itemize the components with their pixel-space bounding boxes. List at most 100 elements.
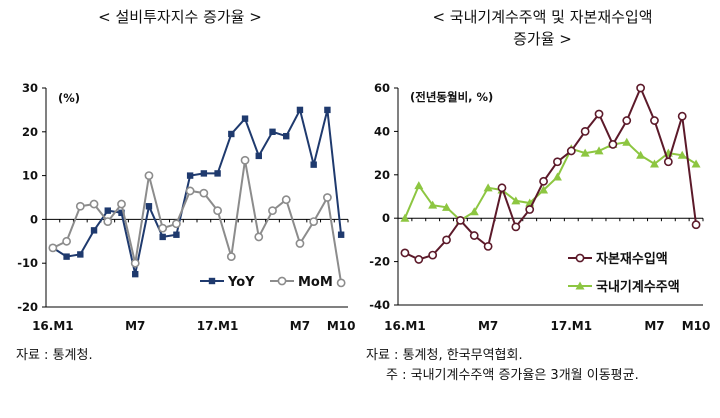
- data-point: [622, 116, 632, 125]
- left-chart: -20 -10 0 10 20 30 16.M1 M7 17.M1 M7 M10 (%) YoY MoM: [17, 81, 355, 333]
- data-point: [649, 159, 659, 168]
- data-point: [539, 176, 548, 186]
- data-point: [442, 235, 451, 245]
- x-tick-label: M7: [290, 319, 310, 333]
- x-tick-label: M10: [682, 319, 711, 333]
- data-point: [469, 207, 479, 216]
- data-point: [400, 248, 410, 258]
- data-point: [159, 233, 166, 241]
- data-point: [130, 258, 140, 268]
- data-point: [144, 171, 154, 180]
- data-point: [48, 243, 58, 253]
- data-point: [566, 146, 576, 156]
- series-line: [52, 160, 343, 284]
- legend-swatch-marker: [575, 281, 585, 290]
- x-tick-label: M7: [125, 319, 145, 333]
- data-point: [89, 199, 99, 209]
- legend-label: YoY: [227, 275, 255, 290]
- y-tick-label: 10: [22, 169, 38, 183]
- data-point: [62, 236, 71, 246]
- x-tick-label: M10: [327, 319, 356, 333]
- data-point: [483, 242, 493, 251]
- data-point: [580, 148, 590, 157]
- data-point: [200, 170, 208, 177]
- data-point: [255, 152, 262, 160]
- legend-swatch-marker: [575, 253, 585, 263]
- data-point: [104, 207, 111, 214]
- data-point: [295, 239, 305, 248]
- data-point: [636, 150, 646, 159]
- data-point: [90, 227, 98, 234]
- right-footnote: 주 : 국내기계수주액 증가율은 3개월 이동평균.: [386, 368, 639, 383]
- data-point: [199, 188, 209, 198]
- x-tick-label: 16.M1: [384, 319, 426, 333]
- data-point: [414, 181, 424, 190]
- unit-label: (%): [58, 91, 80, 105]
- data-point: [428, 250, 438, 260]
- left-source-note: 자료 : 통계청.: [16, 348, 93, 363]
- data-point: [594, 146, 604, 155]
- y-tick-label: 0: [30, 212, 38, 226]
- data-point: [497, 183, 507, 193]
- series-line: [404, 85, 698, 261]
- data-point: [414, 255, 424, 264]
- data-point: [525, 205, 535, 214]
- y-tick-label: -20: [369, 255, 390, 269]
- data-point: [677, 111, 687, 121]
- data-point: [511, 196, 521, 205]
- data-point: [145, 203, 153, 210]
- y-tick-label: 20: [22, 125, 38, 139]
- right-chart: -40 -20 0 20 40 60 16.M1 M7 17.M1 M7 M10 (전년동월비, %)…: [369, 81, 710, 333]
- data-point: [337, 231, 345, 238]
- data-point: [324, 106, 331, 114]
- data-point: [309, 217, 319, 226]
- data-point: [132, 270, 139, 278]
- data-point: [254, 232, 264, 242]
- data-point: [268, 206, 277, 216]
- data-point: [594, 109, 604, 119]
- data-point: [240, 155, 250, 165]
- data-point: [310, 161, 317, 168]
- y-tick-label: -20: [17, 300, 38, 314]
- left-chart-title: < 설비투자지수 증가율 >: [98, 8, 262, 26]
- data-point: [552, 172, 562, 181]
- data-point: [428, 200, 438, 209]
- data-point: [173, 231, 180, 238]
- data-point: [400, 213, 410, 222]
- data-point: [608, 140, 618, 149]
- series-line: [52, 107, 343, 275]
- data-point: [103, 217, 113, 226]
- right-chart-title-line2: 증가율 >: [513, 30, 572, 48]
- data-point: [283, 132, 290, 140]
- data-point: [691, 159, 701, 168]
- data-point: [214, 170, 221, 177]
- y-tick-label: 40: [374, 124, 390, 138]
- right-source-note: 자료 : 통계청, 한국무역협회.: [366, 348, 523, 363]
- data-point: [650, 116, 659, 125]
- x-tick-label: 17.M1: [197, 319, 239, 333]
- data-point: [77, 251, 84, 258]
- data-point: [75, 201, 85, 211]
- data-point: [469, 231, 479, 240]
- data-point: [553, 157, 562, 167]
- data-point: [228, 130, 235, 138]
- y-tick-label: 20: [374, 168, 390, 182]
- data-point: [691, 220, 701, 230]
- data-point: [663, 157, 673, 167]
- x-tick-label: M7: [478, 319, 498, 333]
- data-point: [213, 206, 222, 216]
- data-point: [172, 219, 181, 229]
- data-point: [580, 126, 590, 136]
- data-point: [281, 195, 291, 205]
- data-point: [186, 172, 194, 179]
- data-point: [117, 199, 126, 209]
- right-chart-title-line1: < 국내기계수주액 및 자본재수입액: [432, 8, 653, 26]
- x-tick-label: 17.M1: [551, 319, 593, 333]
- data-point: [622, 137, 632, 146]
- data-point: [158, 223, 168, 233]
- y-tick-label: -10: [17, 256, 38, 270]
- data-point: [269, 128, 276, 135]
- y-tick-label: -40: [369, 298, 390, 312]
- data-point: [63, 253, 70, 260]
- y-tick-label: 0: [382, 211, 390, 225]
